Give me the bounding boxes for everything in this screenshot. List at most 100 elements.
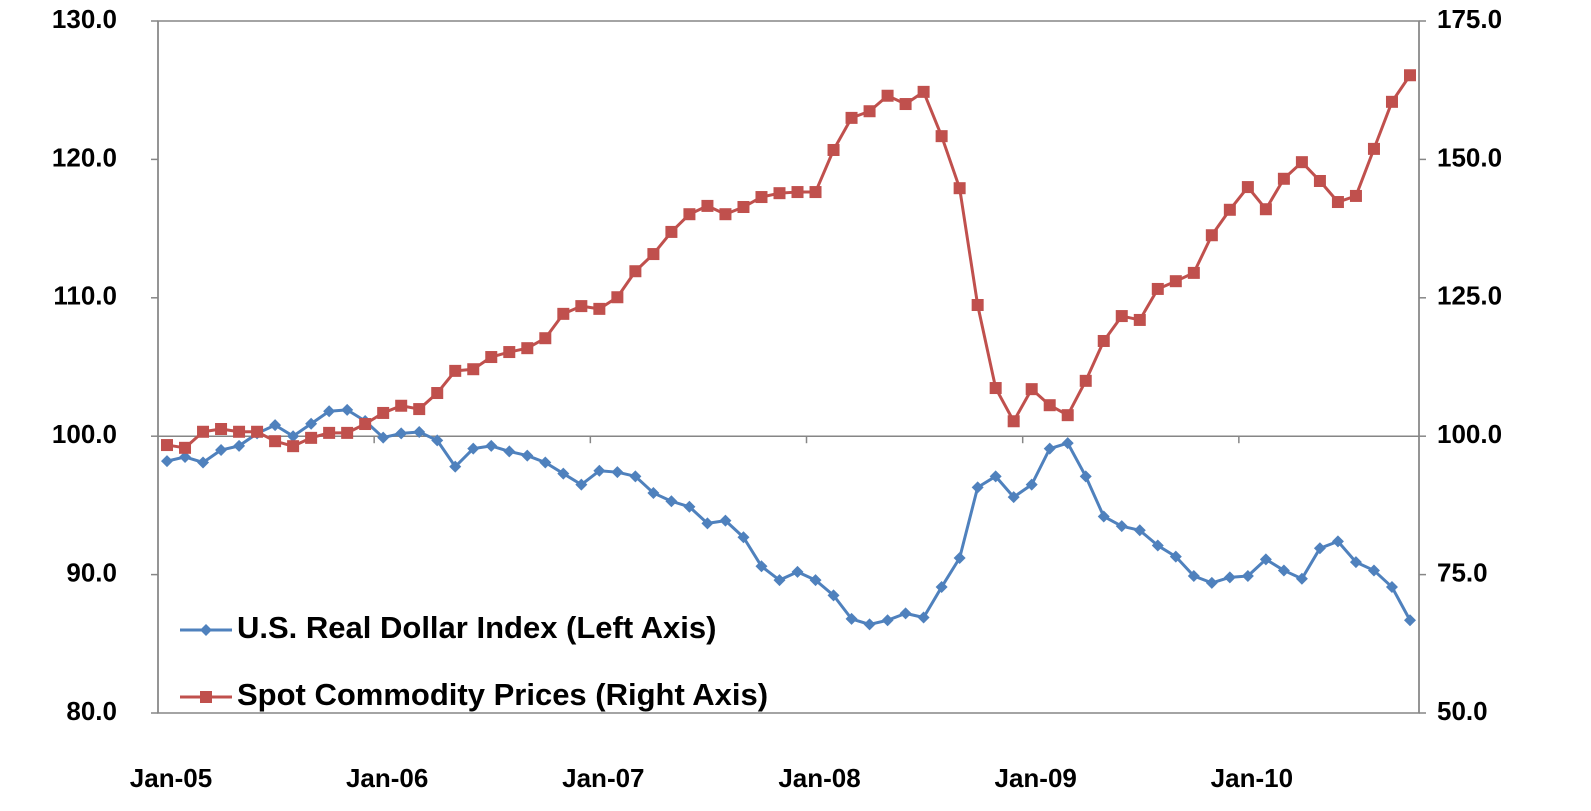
data-point (899, 607, 912, 620)
data-point (773, 574, 786, 587)
data-point (341, 426, 354, 439)
data-point (629, 265, 642, 278)
y2-tick-label: 150.0 (1437, 142, 1502, 172)
data-point (1313, 542, 1326, 555)
data-point (773, 187, 786, 200)
data-point (683, 208, 696, 221)
data-point (701, 517, 714, 530)
data-point (791, 186, 804, 199)
y-tick-label: 130.0 (52, 4, 117, 34)
data-point (701, 199, 714, 212)
legend-label: Spot Commodity Prices (Right Axis) (237, 677, 768, 712)
data-point (1187, 569, 1200, 582)
data-point (359, 418, 372, 431)
data-point (665, 225, 678, 238)
data-point (611, 466, 624, 479)
data-point (449, 364, 462, 377)
data-point (1151, 539, 1164, 552)
data-point (719, 208, 732, 221)
data-point (863, 618, 876, 631)
data-point (503, 346, 516, 359)
data-point (1277, 172, 1290, 185)
data-point (809, 574, 822, 587)
data-point (1043, 399, 1056, 412)
data-point (647, 486, 660, 499)
data-point (863, 105, 876, 118)
data-point (521, 449, 534, 462)
data-point (269, 419, 282, 432)
data-point (161, 439, 174, 452)
data-point (971, 481, 984, 494)
data-point (953, 551, 966, 564)
data-point (917, 85, 930, 98)
data-point (305, 431, 318, 444)
data-point (809, 186, 822, 199)
data-point (881, 614, 894, 627)
data-point (1025, 383, 1038, 396)
data-point (1169, 550, 1182, 563)
data-point (1133, 524, 1146, 537)
data-point (953, 182, 966, 195)
data-point (215, 444, 228, 457)
data-point (377, 431, 390, 444)
data-point (1061, 437, 1074, 450)
data-point (179, 450, 192, 463)
data-point (377, 406, 390, 419)
data-point (1151, 282, 1164, 295)
data-point (1349, 556, 1362, 569)
data-point (467, 363, 480, 376)
data-point (1403, 614, 1416, 627)
data-point (215, 423, 228, 436)
data-point (575, 300, 588, 313)
data-point (1295, 572, 1308, 585)
data-point (935, 581, 948, 594)
data-point (647, 248, 660, 261)
y2-tick-label: 125.0 (1437, 281, 1502, 311)
data-point (1187, 266, 1200, 279)
data-point (1385, 581, 1398, 594)
data-point (1259, 553, 1272, 566)
data-point (1385, 95, 1398, 108)
data-point (287, 440, 300, 453)
data-point (251, 425, 264, 438)
data-point (431, 387, 444, 400)
data-point (1349, 189, 1362, 202)
data-point (683, 500, 696, 513)
y-tick-label: 90.0 (66, 557, 117, 587)
data-point (665, 495, 678, 508)
data-point (1133, 313, 1146, 326)
data-point (1403, 69, 1416, 82)
data-point (449, 460, 462, 473)
data-point (845, 111, 858, 124)
data-point (827, 589, 840, 602)
legend-marker (200, 691, 212, 703)
data-point (395, 399, 408, 412)
data-point (1313, 174, 1326, 187)
data-point (503, 445, 516, 458)
data-point (755, 191, 768, 204)
data-point (971, 298, 984, 311)
data-point (233, 425, 246, 438)
x-tick-label: Jan-09 (994, 763, 1076, 793)
data-point (1061, 409, 1074, 422)
data-point (1043, 442, 1056, 455)
data-point (755, 560, 768, 573)
data-point (179, 441, 192, 454)
x-tick-label: Jan-08 (778, 763, 860, 793)
data-point (467, 442, 480, 455)
data-point (611, 291, 624, 304)
data-point (593, 302, 606, 315)
y2-tick-label: 175.0 (1437, 4, 1502, 34)
data-point (1223, 203, 1236, 216)
data-point (395, 427, 408, 440)
data-point (827, 143, 840, 156)
data-point (1079, 374, 1092, 387)
data-point (917, 611, 930, 624)
data-point (1277, 564, 1290, 577)
x-tick-label: Jan-06 (346, 763, 428, 793)
y-tick-label: 100.0 (52, 419, 117, 449)
data-point (1205, 229, 1218, 242)
x-tick-label: Jan-10 (1211, 763, 1293, 793)
legend-marker (200, 624, 212, 636)
y-tick-label: 120.0 (52, 142, 117, 172)
